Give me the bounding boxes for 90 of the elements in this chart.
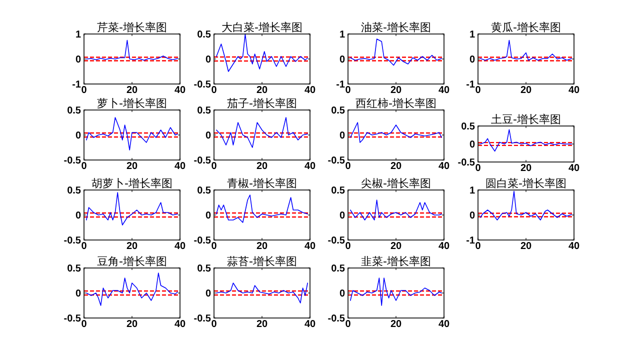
y-tick-label: 0.5: [197, 186, 212, 196]
y-tick-label: -0.5: [328, 314, 346, 324]
y-tick-label: 0.5: [197, 264, 212, 274]
y-tick-label: 0: [75, 288, 82, 300]
chart-title: 大白菜-增长率图: [222, 21, 302, 34]
chart-title: 韭菜-增长率图: [361, 255, 431, 268]
x-tick-label: 40: [568, 241, 580, 252]
x-tick-label: 20: [390, 161, 402, 172]
x-tick-label: 20: [520, 163, 532, 174]
x-tick-label: 20: [520, 241, 532, 252]
y-tick-label: 0.5: [67, 106, 82, 116]
y-tick-label: -0.5: [194, 156, 212, 166]
y-tick-label: -1: [466, 236, 476, 246]
x-tick-label: 40: [304, 241, 316, 252]
y-tick-label: 0: [205, 54, 212, 66]
y-tick-label: 0: [75, 130, 82, 142]
y-tick-label: 0.5: [461, 122, 476, 132]
x-tick-label: 20: [126, 85, 138, 96]
x-tick-label: 40: [568, 163, 580, 174]
chart-title: 豆角-增长率图: [97, 255, 167, 268]
x-tick-label: 40: [304, 161, 316, 172]
y-tick-label: -0.5: [328, 236, 346, 246]
y-tick-label: -1: [72, 80, 82, 90]
chart-title: 黄瓜-增长率图: [491, 21, 561, 34]
y-tick-label: 0.5: [197, 106, 212, 116]
y-tick-label: 1: [75, 30, 82, 40]
x-tick-label: 40: [304, 85, 316, 96]
y-tick-label: 0: [339, 210, 346, 222]
y-tick-label: -0.5: [194, 80, 212, 90]
chart-title: 圆白菜-增长率图: [486, 177, 566, 190]
chart-title: 萝卜-增长率图: [97, 97, 167, 110]
x-tick-label: 40: [568, 85, 580, 96]
y-tick-label: -0.5: [194, 314, 212, 324]
y-tick-label: 0: [469, 54, 476, 66]
x-tick-label: 40: [174, 241, 186, 252]
y-tick-label: 0: [205, 288, 212, 300]
y-tick-label: 0.5: [197, 30, 212, 40]
y-tick-label: 0.5: [331, 106, 346, 116]
x-tick-label: 20: [126, 241, 138, 252]
x-tick-label: 40: [438, 241, 450, 252]
x-tick-label: 20: [126, 319, 138, 330]
x-tick-label: 40: [438, 85, 450, 96]
chart-title: 青椒-增长率图: [227, 177, 297, 190]
chart-title: 芹菜-增长率图: [97, 21, 167, 34]
y-tick-label: -0.5: [194, 236, 212, 246]
x-tick-label: 20: [126, 161, 138, 172]
x-tick-label: 20: [256, 85, 268, 96]
chart-title: 土豆-增长率图: [491, 113, 561, 126]
chart-title: 蒜苔-增长率图: [227, 255, 297, 268]
y-tick-label: 0.5: [331, 186, 346, 196]
y-tick-label: -0.5: [64, 236, 82, 246]
y-tick-label: -0.5: [328, 156, 346, 166]
y-tick-label: 0: [205, 210, 212, 222]
y-tick-label: 0: [75, 54, 82, 66]
x-tick-label: 40: [174, 319, 186, 330]
x-tick-label: 20: [520, 85, 532, 96]
y-tick-label: 0.5: [331, 264, 346, 274]
x-tick-label: 40: [438, 161, 450, 172]
chart-title: 油菜-增长率图: [361, 21, 431, 34]
x-tick-label: 40: [304, 319, 316, 330]
y-tick-label: -0.5: [64, 314, 82, 324]
y-tick-label: 0: [339, 130, 346, 142]
y-tick-label: -0.5: [458, 158, 476, 168]
y-tick-label: 1: [469, 30, 476, 40]
x-tick-label: 40: [174, 85, 186, 96]
y-tick-label: 1: [339, 30, 346, 40]
x-tick-label: 20: [256, 241, 268, 252]
chart-title: 茄子-增长率图: [227, 97, 297, 110]
y-tick-label: 0: [339, 54, 346, 66]
x-tick-label: 20: [256, 319, 268, 330]
y-tick-label: -1: [336, 80, 346, 90]
x-tick-label: 40: [174, 161, 186, 172]
chart-title: 西红柿-增长率图: [356, 97, 436, 110]
x-tick-label: 20: [390, 85, 402, 96]
y-tick-label: 0: [469, 210, 476, 222]
chart-title: 胡萝卜-增长率图: [92, 177, 172, 190]
x-tick-label: 20: [390, 319, 402, 330]
chart-title: 尖椒-增长率图: [361, 177, 431, 190]
y-tick-label: 0: [205, 130, 212, 142]
x-tick-label: 20: [256, 161, 268, 172]
y-tick-label: 0: [469, 140, 476, 150]
y-tick-label: 1: [469, 186, 476, 196]
x-tick-label: 20: [390, 241, 402, 252]
y-tick-label: 0: [75, 210, 82, 222]
x-tick-label: 40: [438, 319, 450, 330]
y-tick-label: -0.5: [64, 156, 82, 166]
y-tick-label: 0.5: [67, 264, 82, 274]
y-tick-label: 0.5: [67, 186, 82, 196]
y-tick-label: -1: [466, 80, 476, 90]
y-tick-label: 0: [339, 288, 346, 300]
